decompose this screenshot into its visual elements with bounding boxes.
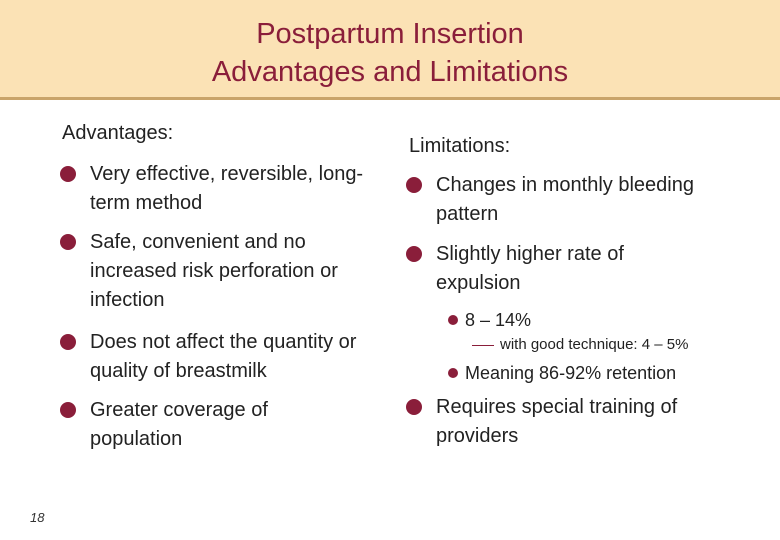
advantages-heading: Advantages: — [62, 122, 174, 144]
bullet-icon — [406, 177, 422, 193]
advantage-item: Greater coverage of population — [60, 396, 360, 454]
small-bullet-icon — [448, 368, 458, 378]
slide-title-line-2: Advantages and Limitations — [211, 56, 569, 88]
retention-subitem: Meaning 86-92% retention — [448, 362, 676, 384]
bullet-icon — [60, 234, 76, 250]
slide-title-line-1: Postpartum Insertion — [256, 18, 524, 50]
limitation-item: Changes in monthly bleeding pattern — [406, 171, 696, 229]
advantage-item: Safe, convenient and no increased risk p… — [60, 228, 380, 315]
bullet-icon — [406, 399, 422, 415]
dash-icon — [472, 344, 494, 346]
title-band: Postpartum Insertion Advantages and Limi… — [0, 0, 780, 100]
limitation-item: Requires special training of providers — [406, 393, 746, 451]
advantage-item: Very effective, reversible, long-term me… — [60, 160, 380, 218]
bullet-icon — [60, 166, 76, 182]
advantage-item: Does not affect the quantity or quality … — [60, 328, 390, 386]
expulsion-rate-subitem: 8 – 14% — [448, 309, 531, 331]
small-bullet-icon — [448, 315, 458, 325]
bullet-icon — [406, 246, 422, 262]
good-technique-note: with good technique: 4 – 5% — [472, 335, 688, 355]
limitations-heading: Limitations: — [409, 135, 511, 157]
bullet-icon — [60, 402, 76, 418]
bullet-icon — [60, 334, 76, 350]
page-number: 18 — [30, 510, 45, 525]
limitation-item: Slightly higher rate of expulsion — [406, 240, 696, 298]
